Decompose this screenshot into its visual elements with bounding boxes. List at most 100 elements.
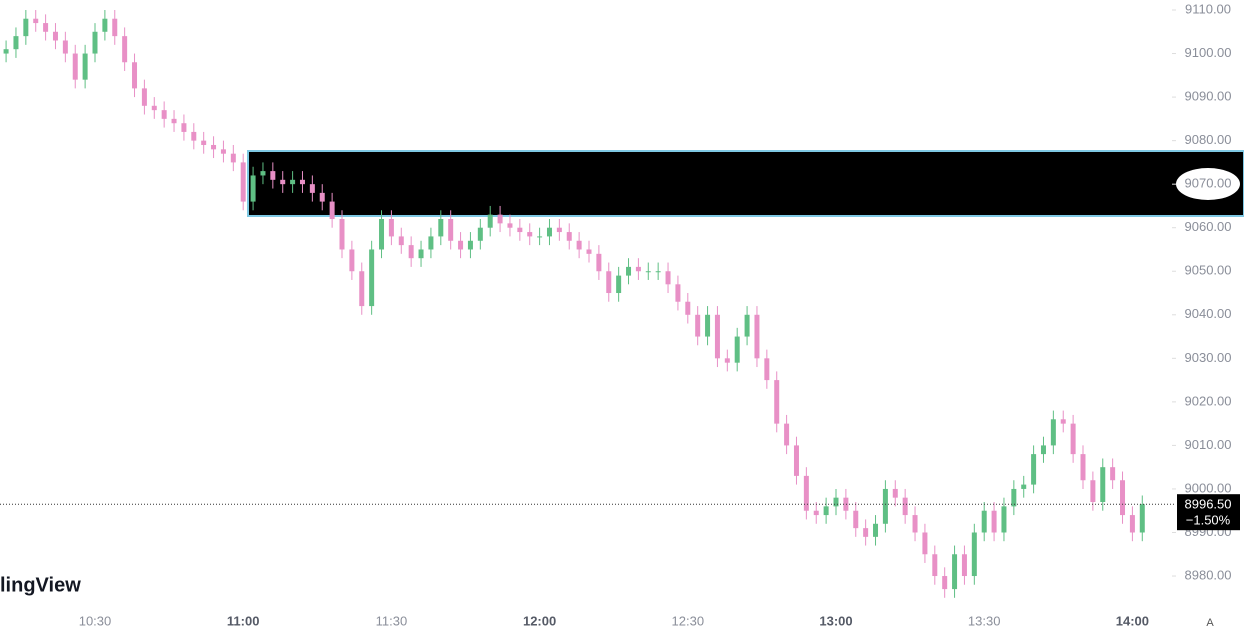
auto-scale-label[interactable]: A <box>1206 617 1214 629</box>
change-label: −1.50% <box>1186 513 1231 528</box>
candle-body <box>803 475 809 511</box>
candle-body <box>665 271 671 285</box>
candle-body <box>566 232 572 241</box>
candle-body <box>507 223 513 228</box>
x-tick-label: 13:00 <box>819 613 852 628</box>
candle-body <box>132 62 138 89</box>
candle-body <box>754 314 760 359</box>
candle-body <box>319 192 325 202</box>
candle-body <box>517 227 523 233</box>
candle-body <box>191 131 197 141</box>
candle-body <box>92 31 98 54</box>
y-tick-label: 9000.00 <box>1185 480 1232 495</box>
candle-body <box>1080 454 1086 481</box>
candle-body <box>448 219 454 241</box>
auto-scale-button[interactable] <box>1199 612 1221 634</box>
candle-body <box>942 576 948 590</box>
y-tick-label: 9050.00 <box>1185 263 1232 278</box>
candle-body <box>675 284 681 302</box>
candle-body <box>329 201 335 220</box>
candle-body <box>586 249 592 254</box>
y-tick-label: 9110.00 <box>1185 1 1231 16</box>
candle-body <box>922 532 928 555</box>
candle-body <box>971 532 977 577</box>
highlight-box <box>247 150 1244 217</box>
y-tick-label: 9020.00 <box>1185 393 1232 408</box>
candle-body <box>339 219 345 250</box>
candle-body <box>635 266 641 272</box>
x-tick-label: 11:00 <box>227 613 260 628</box>
candle-body <box>616 275 622 294</box>
candle-body <box>171 118 177 124</box>
y-tick-label: 8980.00 <box>1185 567 1232 582</box>
candle-body <box>141 88 147 106</box>
candle-body <box>882 488 888 524</box>
candle-body <box>873 523 879 537</box>
candle-body <box>991 510 997 533</box>
candle-body <box>151 105 157 111</box>
candle-body <box>260 171 266 176</box>
candle-body <box>1090 480 1096 503</box>
candle-body <box>458 240 464 250</box>
candle-body <box>912 515 918 533</box>
candle-body <box>902 497 908 516</box>
last-price-label: 8996.50 <box>1185 497 1232 512</box>
y-tick-label: 9030.00 <box>1185 350 1232 365</box>
candle-body <box>438 219 444 237</box>
candle-body <box>52 31 58 41</box>
candle-body <box>1001 506 1007 533</box>
candle-body <box>359 271 365 307</box>
candle-body <box>418 249 424 259</box>
candle-body <box>655 271 661 273</box>
candle-body <box>379 219 385 250</box>
candle-body <box>961 554 967 577</box>
watermark: lingView <box>0 574 81 596</box>
y-tick-label: 9060.00 <box>1185 219 1232 234</box>
candle-body <box>112 18 118 37</box>
candle-body <box>161 110 167 119</box>
candle-body <box>606 271 612 294</box>
x-tick-label: 12:30 <box>672 613 705 628</box>
candle-body <box>309 184 315 193</box>
candle-body <box>1021 484 1027 489</box>
candle-body <box>280 179 286 185</box>
candle-body <box>705 314 711 337</box>
y-tick-label: 9040.00 <box>1185 306 1232 321</box>
candle-body <box>546 227 552 237</box>
y-tick-label: 9070.00 <box>1185 176 1232 191</box>
candle-body <box>467 240 473 250</box>
candle-body <box>932 554 938 577</box>
candle-body <box>369 249 375 307</box>
candle-body <box>1120 480 1126 516</box>
x-tick-label: 12:00 <box>523 613 556 628</box>
candle-body <box>388 219 394 237</box>
candle-body <box>853 510 859 529</box>
candle-body <box>1011 488 1017 507</box>
candle-body <box>477 227 483 241</box>
candle-body <box>43 23 49 32</box>
candle-body <box>82 53 88 80</box>
candle-body <box>23 18 29 37</box>
candle-body <box>537 236 543 238</box>
candle-body <box>33 18 39 24</box>
candle-body <box>645 271 651 273</box>
candle-body <box>695 314 701 337</box>
candle-body <box>774 380 780 424</box>
candle-body <box>863 528 869 537</box>
x-tick-label: 13:30 <box>968 613 1001 628</box>
candle-body <box>1060 419 1066 424</box>
candle-body <box>724 358 730 363</box>
candle-body <box>408 245 414 259</box>
candle-body <box>981 510 987 533</box>
candle-body <box>220 149 226 154</box>
candle-body <box>487 214 493 228</box>
candle-body <box>72 53 78 80</box>
y-tick-label: 9100.00 <box>1185 45 1232 60</box>
x-tick-label: 14:00 <box>1116 613 1149 628</box>
candle-body <box>685 301 691 315</box>
last-price-box <box>1177 494 1240 531</box>
x-tick-label: 11:30 <box>376 613 408 628</box>
candle-body <box>1040 445 1046 455</box>
candle-body <box>952 554 958 590</box>
